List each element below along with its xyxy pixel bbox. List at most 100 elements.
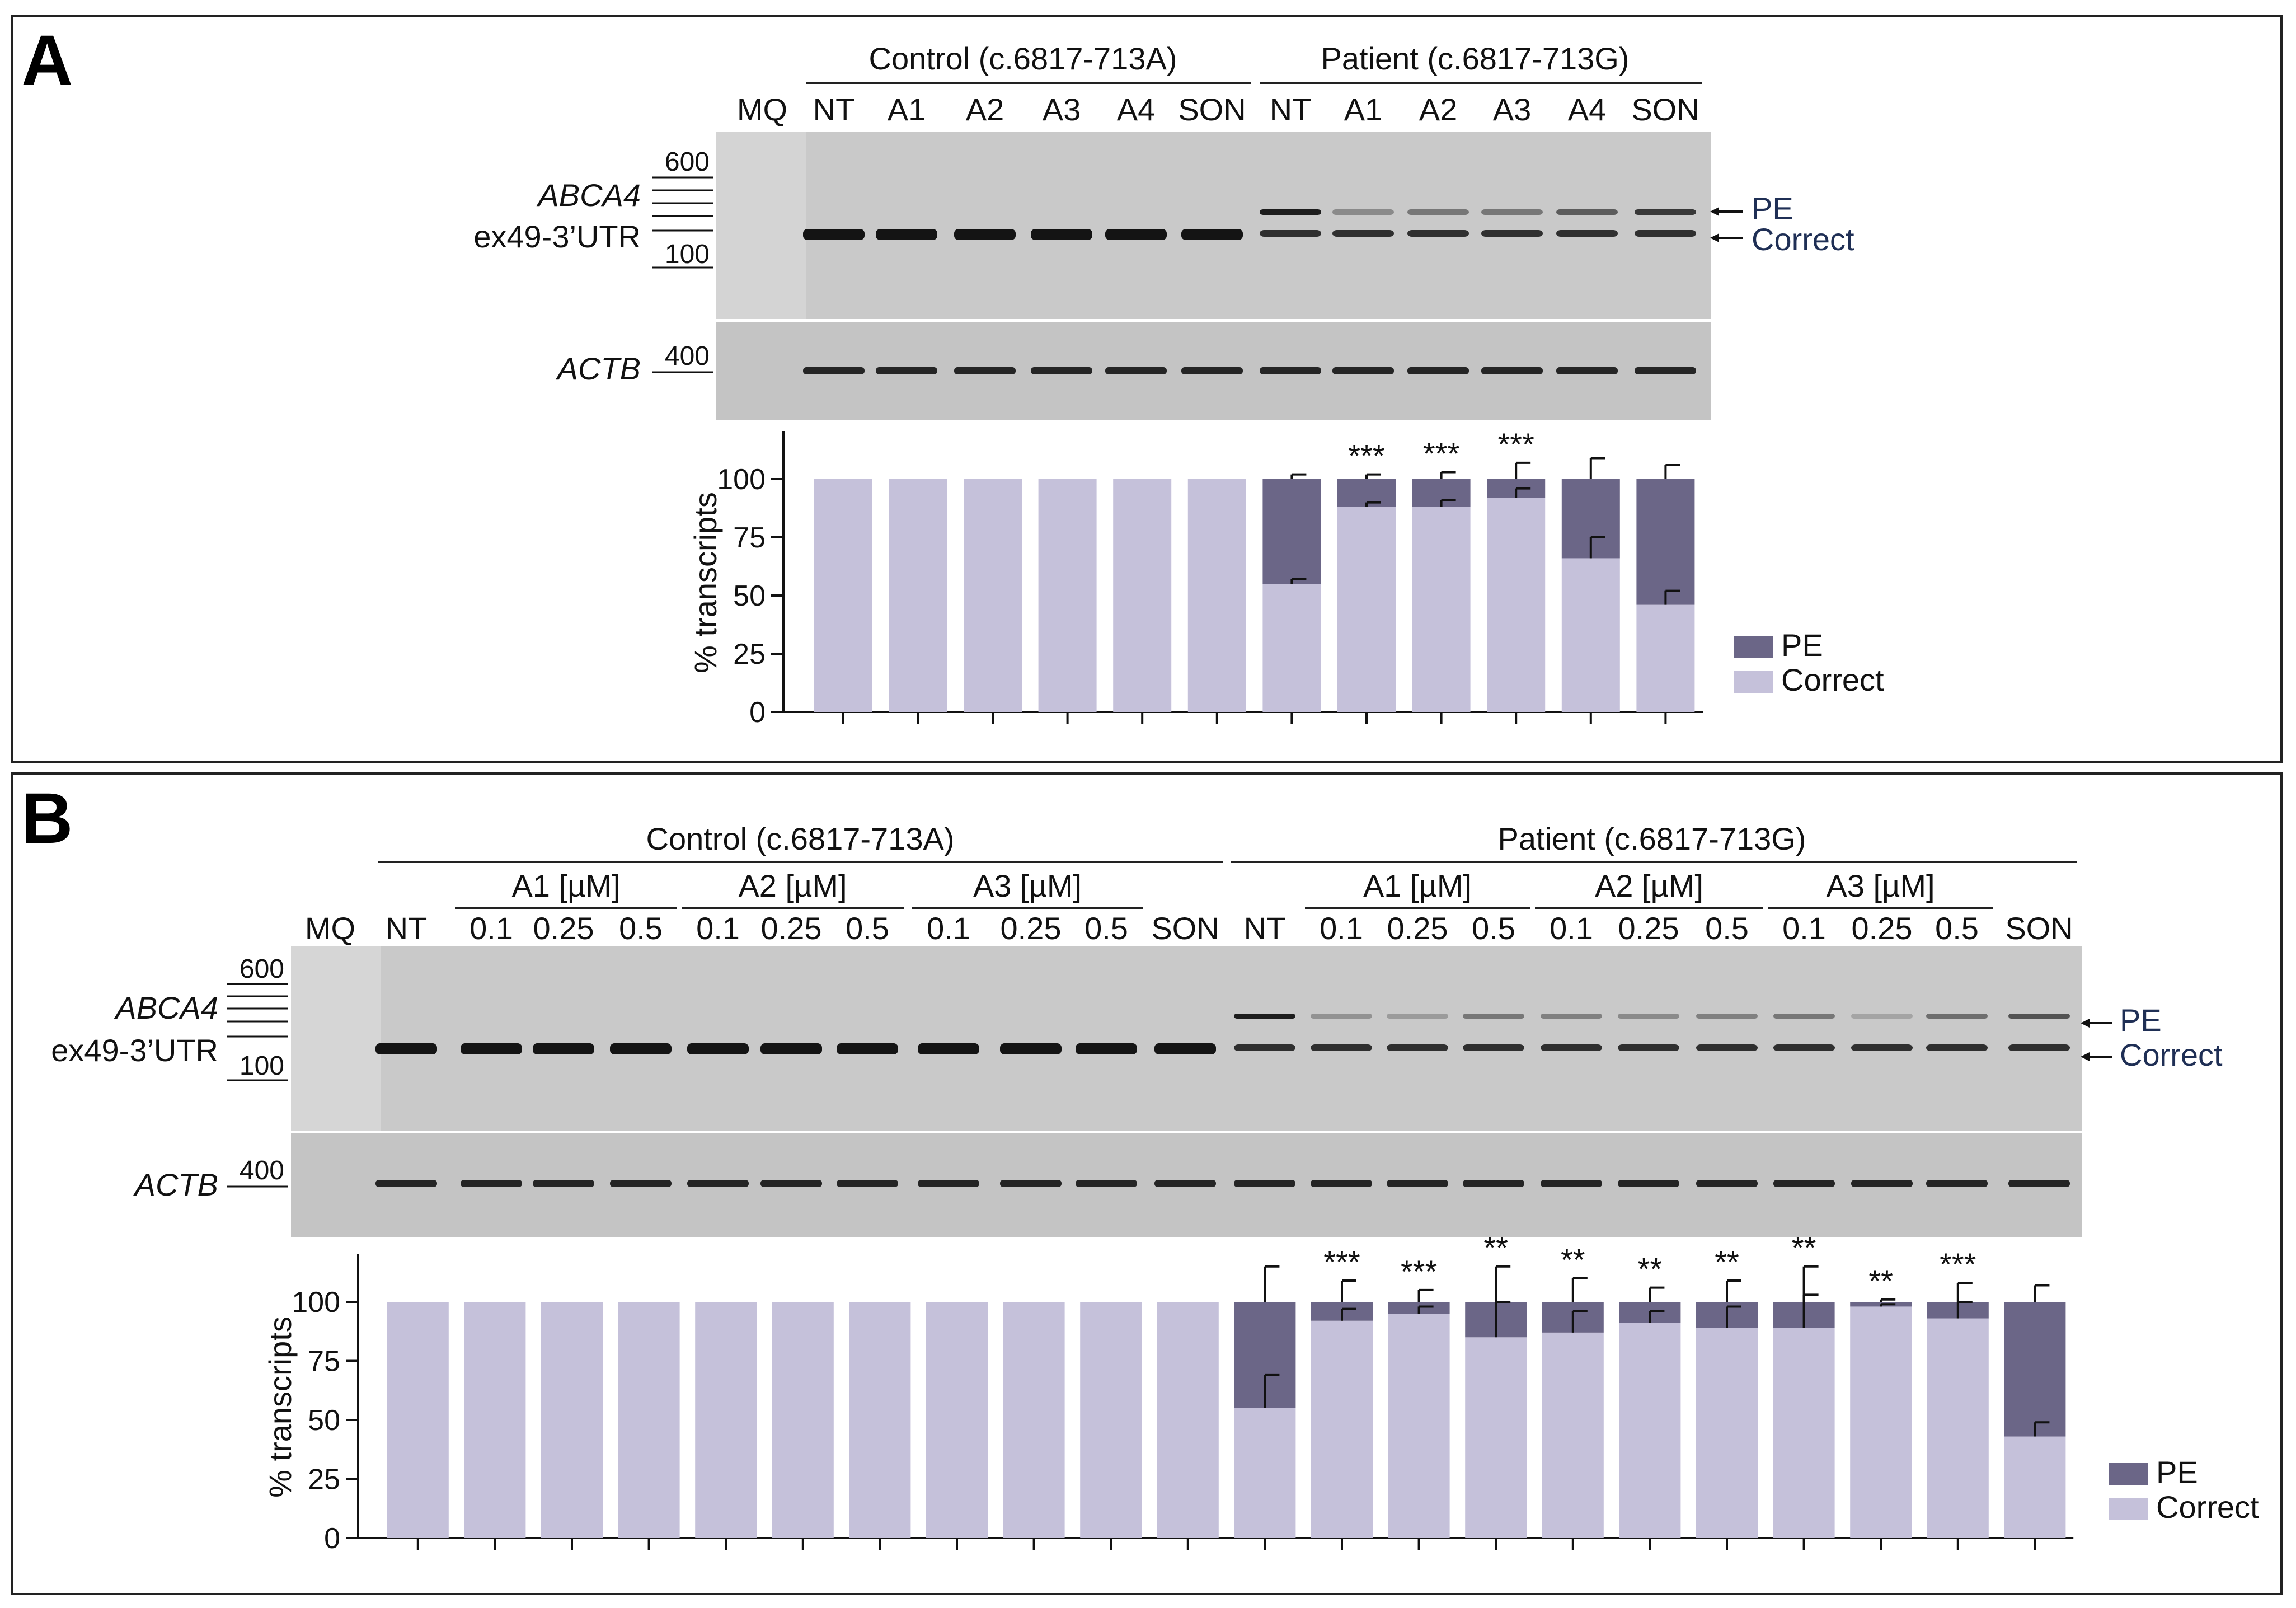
marker-100: 100 xyxy=(665,240,710,269)
correct-bar xyxy=(1080,1302,1142,1538)
correct-band xyxy=(1481,230,1543,237)
chart-a: 0 25 50 75 100% transcripts *** *** *** PECorrec… xyxy=(688,426,1884,729)
correct-bar xyxy=(926,1302,988,1538)
correct-bar xyxy=(618,1302,680,1538)
actb-band xyxy=(533,1180,594,1187)
abca4-bands-a xyxy=(803,209,1696,240)
actb-band xyxy=(760,1180,822,1187)
lane-label: 0.1 xyxy=(1550,911,1593,946)
significance-label: ** xyxy=(1715,1244,1739,1279)
abca4-bands-b xyxy=(375,1014,2070,1054)
lane-label: A3 xyxy=(1043,92,1081,127)
control-group-label: Control (c.6817-713A) xyxy=(646,821,955,856)
pe-arrowhead xyxy=(1710,207,1719,216)
correct-bar xyxy=(464,1302,526,1538)
lane-label: SON xyxy=(1631,92,1699,127)
lane-label: NT xyxy=(813,92,855,127)
legend-label-correct: Correct xyxy=(2156,1489,2259,1525)
correct-arrowhead xyxy=(1710,233,1719,242)
pe-band xyxy=(1481,209,1543,215)
actb-band xyxy=(1181,367,1243,374)
pe-band xyxy=(1260,209,1321,215)
lane-label: A1 xyxy=(888,92,926,127)
correct-bar xyxy=(1696,1328,1758,1538)
actb-band xyxy=(803,367,865,374)
actb-band xyxy=(876,367,937,374)
correct-bar xyxy=(1412,507,1471,712)
correct-bar xyxy=(1262,584,1321,712)
concentration-group-label: A3 [µM] xyxy=(973,868,1082,903)
correct-bar xyxy=(1465,1337,1527,1538)
actb-band xyxy=(1234,1180,1295,1187)
correct-bar xyxy=(387,1302,449,1538)
lane-label: 0.5 xyxy=(1472,911,1515,946)
gene-actb: ACTB xyxy=(133,1167,218,1202)
significance-label: ** xyxy=(1868,1263,1893,1298)
lane-label: 0.25 xyxy=(1001,911,1062,946)
actb-band xyxy=(2008,1180,2070,1187)
correct-bar xyxy=(541,1302,603,1538)
lane-label: SON xyxy=(1151,911,1219,946)
correct-arrow-label: Correct xyxy=(2120,1037,2223,1072)
actb-band xyxy=(610,1180,672,1187)
gene-abca4-region: ex49-3’UTR xyxy=(473,219,641,254)
actb-band xyxy=(1618,1180,1679,1187)
lane-label: 0.1 xyxy=(469,911,513,946)
pe-band xyxy=(1332,209,1394,215)
actb-band xyxy=(687,1180,749,1187)
pe-band xyxy=(1851,1014,1913,1019)
pe-arrowhead xyxy=(2081,1019,2090,1028)
correct-band xyxy=(1332,230,1394,237)
concentration-group-label: A1 [µM] xyxy=(511,868,620,903)
correct-band xyxy=(918,1043,979,1054)
actb-band xyxy=(1926,1180,1988,1187)
correct-band xyxy=(837,1043,898,1054)
pe-band xyxy=(1556,209,1618,215)
patient-group-label: Patient (c.6817-713G) xyxy=(1498,821,1806,856)
lane-label: 0.5 xyxy=(1935,911,1979,946)
correct-band xyxy=(1696,1044,1758,1051)
correct-band xyxy=(1000,1043,1062,1054)
concentration-groups-b: A1 [µM] A2 [µM] A3 [µM] A1 [µM] A2 [µM] A3 [µ… xyxy=(455,868,1993,909)
correct-band xyxy=(1773,1044,1835,1051)
lane-label: MQ xyxy=(737,92,787,127)
actb-band xyxy=(918,1180,979,1187)
pe-band xyxy=(1635,209,1696,215)
correct-bar xyxy=(1234,1408,1296,1538)
panel-b: Control (c.6817-713A) Patient (c.6817-71… xyxy=(51,821,2259,1555)
correct-bar xyxy=(695,1302,757,1538)
actb-band xyxy=(1154,1180,1216,1187)
actb-band xyxy=(1696,1180,1758,1187)
correct-band xyxy=(760,1043,822,1054)
pe-band xyxy=(1387,1014,1448,1019)
correct-bar xyxy=(1927,1318,1989,1538)
significance-label: *** xyxy=(1940,1246,1976,1282)
actb-band xyxy=(1260,367,1321,374)
correct-band xyxy=(803,229,865,240)
lane-label: A3 xyxy=(1493,92,1532,127)
y-axis-label: % transcripts xyxy=(688,492,723,673)
control-group-label: Control (c.6817-713A) xyxy=(869,41,1177,76)
actb-band xyxy=(1481,367,1543,374)
significance-label: ** xyxy=(1561,1242,1585,1277)
correct-bar xyxy=(1003,1302,1065,1538)
gene-abca4: ABCA4 xyxy=(536,177,641,213)
legend-label-pe: PE xyxy=(1781,627,1823,663)
panel-a: Control (c.6817-713A) Patient (c.6817-71… xyxy=(473,41,1884,729)
pe-band xyxy=(1618,1014,1679,1019)
abca4-gel xyxy=(291,946,2082,1131)
lane-label: NT xyxy=(386,911,428,946)
correct-bar xyxy=(1773,1328,1835,1538)
significance-label: *** xyxy=(1423,436,1459,471)
significance-label: *** xyxy=(1498,426,1534,462)
lane-label: 0.1 xyxy=(1782,911,1826,946)
lane-label: A4 xyxy=(1568,92,1607,127)
correct-bar xyxy=(1388,1314,1450,1538)
correct-arrow-label: Correct xyxy=(1752,222,1854,257)
y-tick-label: 75 xyxy=(308,1346,340,1378)
concentration-group-label: A2 [µM] xyxy=(738,868,847,903)
actb-band xyxy=(1105,367,1167,374)
correct-bar xyxy=(1038,479,1097,712)
abca4-gel-shade xyxy=(291,946,381,1131)
